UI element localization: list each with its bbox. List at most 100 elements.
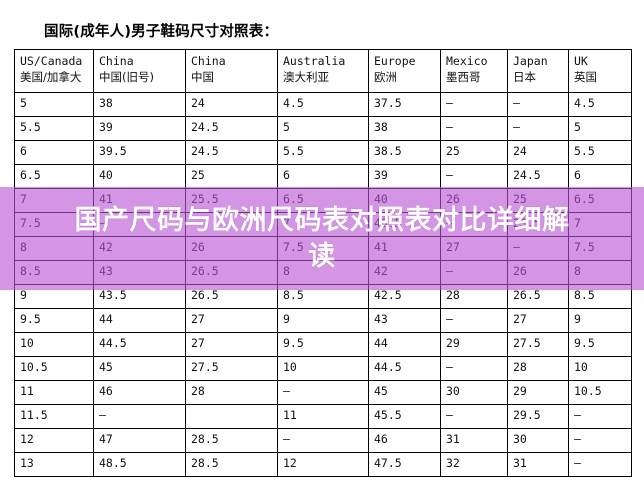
table-cell: 9.5 [569, 333, 631, 356]
column-header-4: Europe 欧洲 [369, 50, 440, 92]
table-cell: – [441, 165, 507, 188]
table-cell: 26.5 [186, 261, 277, 284]
column-header-en: Europe [374, 54, 416, 68]
table-cell: 28 [508, 357, 568, 380]
table-cell: 44.5 [94, 333, 185, 356]
table-cell: 43 [369, 309, 440, 332]
table-cell: 38.5 [369, 141, 440, 164]
table-cell: 40 [94, 165, 185, 188]
table-cell: 6 [15, 141, 93, 164]
table-cell: 24.5 [186, 117, 277, 140]
table-cell: 25 [186, 165, 277, 188]
column-header-3: Australia 澳大利亚 [278, 50, 368, 92]
table-cell: 42 [369, 261, 440, 284]
table-cell: 7.5 [569, 237, 631, 260]
table-cell: 7.5 [15, 213, 93, 236]
table-cell: – [569, 429, 631, 452]
table-row: 9 43.5 26.5 8.5 42.5 28 26.5 8.5 [15, 285, 631, 308]
table-cell: 25.5 [186, 189, 277, 212]
table-cell: 46 [94, 381, 185, 404]
table-cell: 28.5 [186, 453, 277, 476]
table-cell: 25 [508, 189, 568, 212]
table-cell: 10 [278, 357, 368, 380]
table-cell: 31 [441, 429, 507, 452]
column-header-1: China 中国(旧号) [94, 50, 185, 92]
table-row: 8 42 26 7.5 41 27–7.5 [15, 237, 631, 260]
table-cell: 5 [278, 117, 368, 140]
table-cell: – [441, 309, 507, 332]
table-cell: 31 [508, 453, 568, 476]
table-cell: 38 [369, 117, 440, 140]
table-cell: 11 [15, 381, 93, 404]
table-cell: 40 [369, 189, 440, 212]
table-cell: 5 [569, 117, 631, 140]
table-cell: 27.5 [186, 357, 277, 380]
table-cell: 27 [508, 309, 568, 332]
table-cell: 8.5 [15, 261, 93, 284]
column-header-zh: 澳大利亚 [283, 69, 329, 84]
table-row: 5 38 24 4.5 37.5– –4.5 [15, 93, 631, 116]
table-cell: 6.5 [569, 189, 631, 212]
table-cell: 47 [94, 429, 185, 452]
table-cell: 4.5 [569, 93, 631, 116]
table-cell: 12 [278, 453, 368, 476]
table-cell: 7 [278, 213, 368, 236]
table-cell: 11.5 [15, 405, 93, 428]
table-cell: 25 [441, 141, 507, 164]
table-cell: 5.5 [15, 117, 93, 140]
table-body: US/Canada 美国/加拿大 China 中国(旧号) China 中国 Austral… [15, 50, 631, 476]
table-cell: 48.5 [94, 453, 185, 476]
table-cell: 6 [569, 165, 631, 188]
table-row: 10 44.5 27 9.5 44 29 27.5 9.5 [15, 333, 631, 356]
column-header-en: Australia [283, 54, 346, 68]
table-cell: 9 [569, 309, 631, 332]
table-cell: 26.5 [186, 285, 277, 308]
table-row: 11.5–11 45.5–29.5– [15, 405, 631, 428]
table-cell: 4.5 [278, 93, 368, 116]
column-header-en: Mexico [446, 54, 488, 68]
table-row: 8.5 43 26.5 8 42–26 8 [15, 261, 631, 284]
table-cell: 13 [15, 453, 93, 476]
table-cell: 47.5 [369, 453, 440, 476]
table-header-row: US/Canada 美国/加拿大 China 中国(旧号) China 中国 Austral… [15, 50, 631, 92]
table-cell: 10 [569, 357, 631, 380]
table-cell: – [441, 357, 507, 380]
table-row: 5.5 39 24.5 5 38– –5 [15, 117, 631, 140]
table-cell: 27 [186, 333, 277, 356]
table-cell: 29.5 [508, 405, 568, 428]
table-cell: – [508, 237, 568, 260]
table-cell: 44 [369, 333, 440, 356]
table-cell: 30 [441, 381, 507, 404]
table-cell: 12 [15, 429, 93, 452]
column-header-en: US/Canada [20, 54, 83, 68]
table-cell: 8.5 [569, 285, 631, 308]
table-cell: 45 [369, 381, 440, 404]
table-cell: – [94, 213, 185, 236]
table-cell: – [441, 117, 507, 140]
table-cell: 27 [186, 309, 277, 332]
table-cell: 26 [508, 261, 568, 284]
table-cell: 24.5 [186, 141, 277, 164]
column-header-zh: 英国 [574, 69, 597, 84]
column-header-zh: 欧洲 [374, 69, 397, 84]
column-header-en: Japan [513, 54, 548, 68]
table-cell: 30 [508, 429, 568, 452]
table-cell: 28.5 [186, 429, 277, 452]
table-cell: 43 [94, 261, 185, 284]
table-cell: 26 [186, 237, 277, 260]
table-cell: 8.5 [278, 285, 368, 308]
table-cell: 7.5 [278, 237, 368, 260]
table-row: 6.5 40 25 6 39–24.5 6 [15, 165, 631, 188]
table-cell: 10 [15, 333, 93, 356]
table-cell: 5.5 [569, 141, 631, 164]
table-cell: 6 [278, 165, 368, 188]
table-cell: 6.5 [15, 165, 93, 188]
column-header-en: China [191, 54, 226, 68]
column-header-zh: 中国(旧号) [99, 69, 154, 84]
table-cell: 8 [278, 261, 368, 284]
table-cell: 8 [569, 261, 631, 284]
table-cell: 27 [441, 237, 507, 260]
table-cell: – [569, 453, 631, 476]
table-cell: 6.5 [278, 189, 368, 212]
